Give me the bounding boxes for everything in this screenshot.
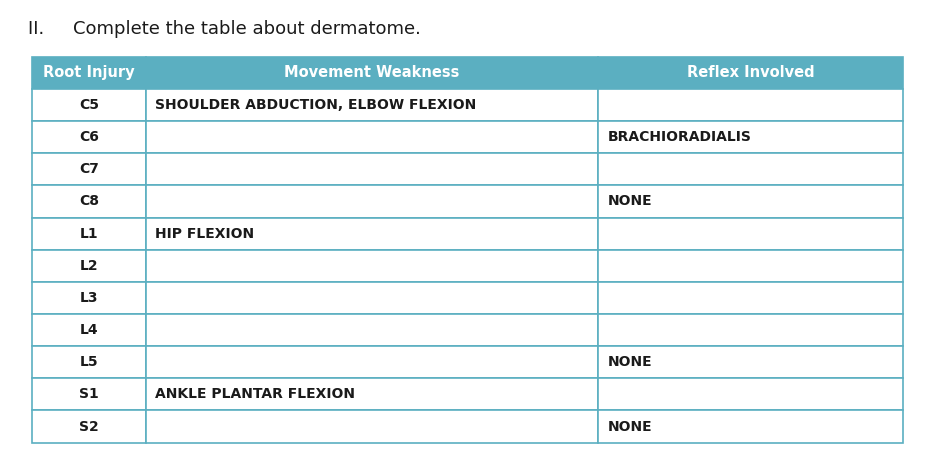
Bar [32,282,145,314]
Bar [145,185,598,217]
Bar [598,121,903,153]
Text: C6: C6 [79,130,99,144]
Bar [32,410,145,443]
Bar [598,57,903,89]
Bar [598,410,903,443]
Text: Reflex Involved: Reflex Involved [687,65,814,80]
Bar [598,217,903,250]
Text: NONE: NONE [607,355,652,369]
Bar [598,250,903,282]
Text: C8: C8 [79,194,99,208]
Bar [145,346,598,378]
Text: HIP FLEXION: HIP FLEXION [155,227,254,241]
Bar [598,282,903,314]
Text: C7: C7 [79,162,99,176]
Bar [598,89,903,121]
Bar [598,185,903,217]
Bar [32,89,145,121]
Bar [32,346,145,378]
Text: S2: S2 [79,419,99,434]
Bar [32,217,145,250]
Text: L2: L2 [80,259,98,273]
Text: Movement Weakness: Movement Weakness [284,65,459,80]
Bar [32,153,145,185]
Bar [598,314,903,346]
Bar [145,282,598,314]
Bar [598,346,903,378]
Bar [145,250,598,282]
Text: NONE: NONE [607,419,652,434]
Bar [145,57,598,89]
Bar [32,250,145,282]
Text: ANKLE PLANTAR FLEXION: ANKLE PLANTAR FLEXION [155,387,355,401]
Bar [145,410,598,443]
Bar [32,378,145,410]
Text: S1: S1 [79,387,99,401]
Bar [145,314,598,346]
Text: C5: C5 [79,98,99,112]
Text: L3: L3 [80,291,98,305]
Text: L4: L4 [80,323,98,337]
Bar [145,121,598,153]
Text: BRACHIORADIALIS: BRACHIORADIALIS [607,130,751,144]
Bar [145,217,598,250]
Text: L1: L1 [80,227,98,241]
Text: II.     Complete the table about dermatome.: II. Complete the table about dermatome. [28,20,420,39]
Bar [598,378,903,410]
Bar [145,378,598,410]
Bar [32,57,145,89]
Bar [598,153,903,185]
Bar [32,314,145,346]
Text: NONE: NONE [607,194,652,208]
Bar [32,121,145,153]
Bar [32,185,145,217]
Bar [145,89,598,121]
Text: L5: L5 [80,355,98,369]
Text: Root Injury: Root Injury [44,65,135,80]
Text: SHOULDER ABDUCTION, ELBOW FLEXION: SHOULDER ABDUCTION, ELBOW FLEXION [155,98,476,112]
Bar [145,153,598,185]
